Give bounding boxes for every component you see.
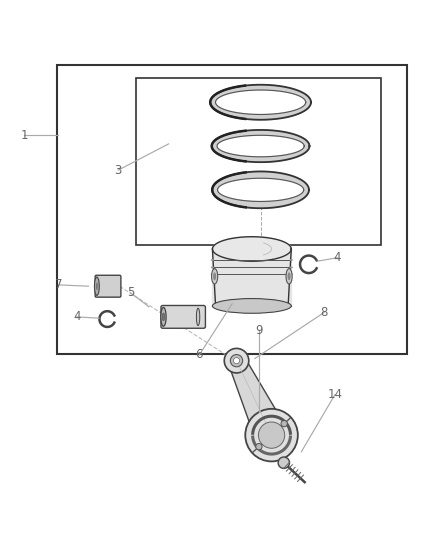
- Text: 3: 3: [115, 164, 122, 176]
- Ellipse shape: [212, 298, 291, 313]
- Ellipse shape: [162, 313, 165, 321]
- Circle shape: [256, 443, 262, 450]
- Polygon shape: [212, 249, 291, 306]
- Ellipse shape: [211, 259, 214, 261]
- Ellipse shape: [287, 272, 291, 280]
- Ellipse shape: [290, 273, 293, 275]
- Circle shape: [245, 409, 298, 462]
- FancyBboxPatch shape: [161, 305, 205, 328]
- Circle shape: [258, 422, 285, 448]
- Circle shape: [278, 457, 290, 469]
- Bar: [57, 65, 407, 354]
- Text: 4: 4: [73, 310, 81, 324]
- Ellipse shape: [196, 308, 200, 326]
- Circle shape: [281, 421, 287, 427]
- Text: 4: 4: [333, 251, 341, 264]
- Polygon shape: [229, 357, 286, 442]
- Text: 6: 6: [195, 349, 203, 361]
- Polygon shape: [212, 172, 309, 208]
- Ellipse shape: [290, 266, 293, 268]
- Ellipse shape: [211, 273, 214, 275]
- Text: 14: 14: [328, 388, 343, 401]
- Ellipse shape: [161, 308, 166, 326]
- Ellipse shape: [212, 269, 218, 284]
- Circle shape: [230, 354, 243, 367]
- Ellipse shape: [211, 266, 214, 268]
- Text: 8: 8: [321, 306, 328, 319]
- Ellipse shape: [95, 277, 99, 295]
- Circle shape: [233, 358, 240, 364]
- Polygon shape: [212, 237, 291, 261]
- Ellipse shape: [290, 259, 293, 261]
- Polygon shape: [212, 130, 310, 162]
- Circle shape: [224, 349, 249, 373]
- Ellipse shape: [286, 269, 292, 284]
- Text: 9: 9: [255, 324, 263, 336]
- Polygon shape: [210, 85, 311, 120]
- Ellipse shape: [213, 272, 216, 280]
- Text: 7: 7: [55, 278, 63, 292]
- Text: 5: 5: [127, 286, 134, 300]
- Text: 1: 1: [20, 128, 28, 142]
- Bar: [136, 78, 381, 245]
- Ellipse shape: [96, 282, 98, 290]
- FancyBboxPatch shape: [95, 275, 121, 297]
